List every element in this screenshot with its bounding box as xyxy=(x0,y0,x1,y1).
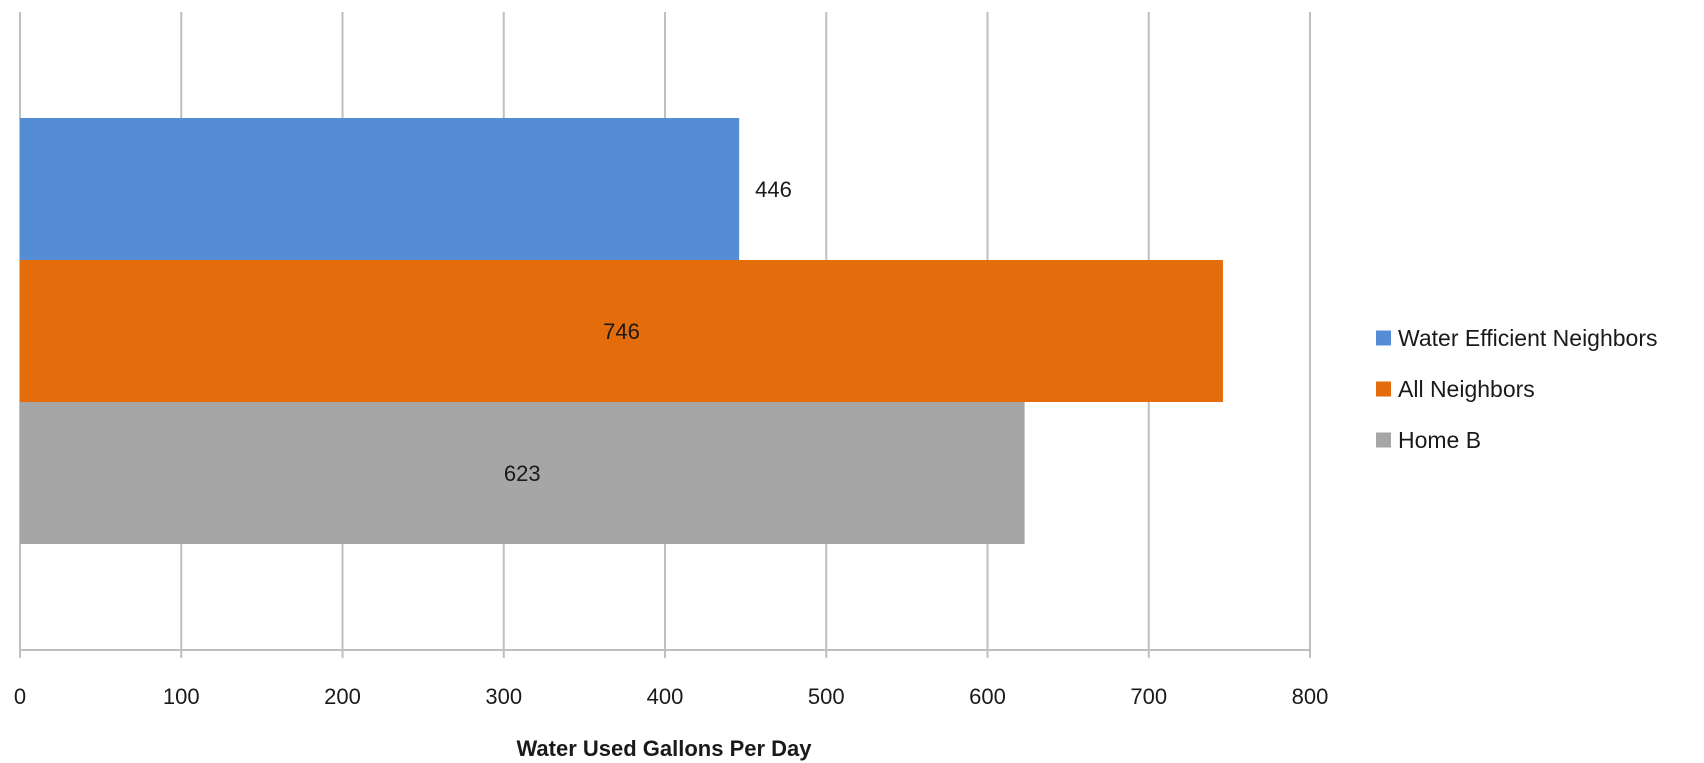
data-labels: 446 746 623 xyxy=(504,177,792,486)
x-tick-label: 300 xyxy=(485,684,522,709)
x-tick-label: 100 xyxy=(163,684,200,709)
x-axis xyxy=(19,649,1311,658)
bar-all-neighbors xyxy=(20,260,1223,402)
legend-swatch xyxy=(1376,381,1391,397)
legend-item: Home B xyxy=(1376,427,1481,453)
legend-item: Water Efficient Neighbors xyxy=(1376,325,1658,351)
legend-swatch xyxy=(1376,330,1391,346)
legend-label: All Neighbors xyxy=(1398,376,1535,402)
bars xyxy=(20,118,1223,544)
legend-label: Home B xyxy=(1398,427,1481,453)
x-tick-label: 600 xyxy=(969,684,1006,709)
x-tick-label: 200 xyxy=(324,684,361,709)
x-axis-title: Water Used Gallons Per Day xyxy=(516,736,812,761)
x-tick-label: 0 xyxy=(14,684,26,709)
bar-water-efficient-neighbors xyxy=(20,118,740,260)
x-tick-label: 800 xyxy=(1292,684,1329,709)
legend-item: All Neighbors xyxy=(1376,376,1535,402)
x-tick-label: 400 xyxy=(647,684,684,709)
legend: Water Efficient Neighbors All Neighbors Ho… xyxy=(1376,325,1658,453)
legend-label: Water Efficient Neighbors xyxy=(1398,325,1658,351)
x-tick-label: 500 xyxy=(808,684,845,709)
bar-home-b xyxy=(20,402,1025,544)
data-label: 623 xyxy=(504,461,541,486)
x-tick-label: 700 xyxy=(1130,684,1167,709)
x-tick-labels: 0 100 200 300 400 500 600 700 800 xyxy=(14,684,1328,709)
legend-swatch xyxy=(1376,432,1391,448)
data-label: 746 xyxy=(603,319,640,344)
data-label: 446 xyxy=(755,177,792,202)
